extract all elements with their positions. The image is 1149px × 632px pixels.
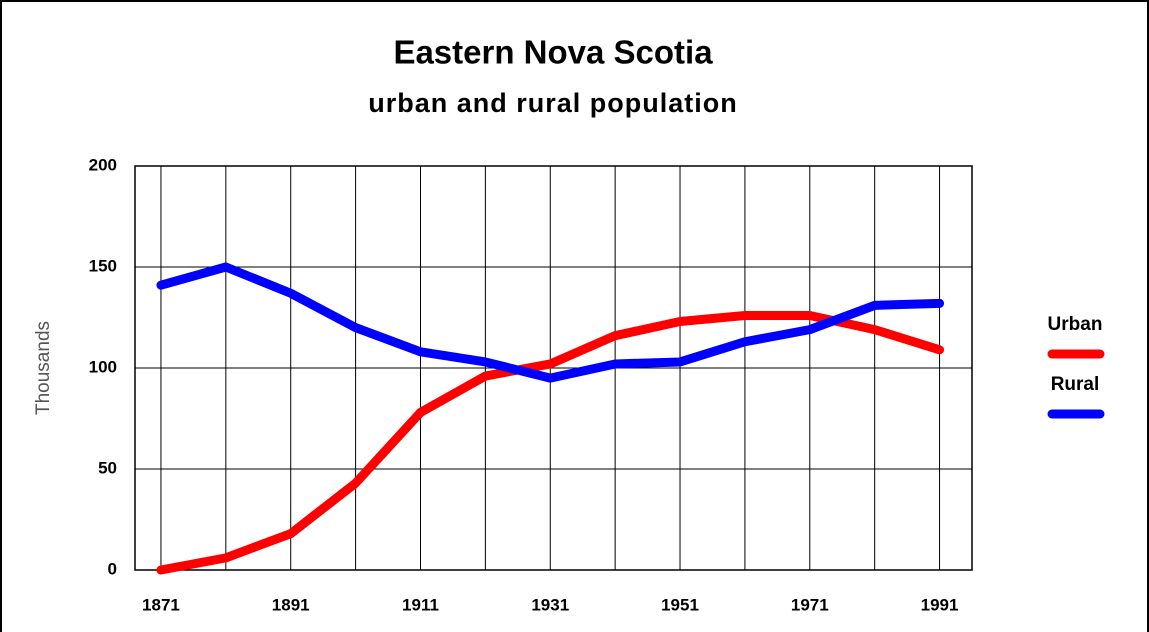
x-tick-label: 1911: [402, 595, 439, 614]
x-tick-label: 1871: [142, 595, 180, 614]
x-tick-label: 1991: [921, 595, 959, 614]
legend-label: Rural: [1051, 374, 1100, 395]
chart-subtitle: urban and rural population: [368, 88, 738, 118]
y-tick-label: 50: [98, 458, 117, 477]
data-line: [156, 262, 945, 383]
y-tick-label: 150: [89, 256, 117, 275]
y-tick-label: 100: [89, 357, 117, 376]
data-line: [156, 310, 945, 575]
y-tick-label: 0: [108, 559, 117, 578]
y-axis-label: Thousands: [33, 321, 54, 415]
y-tick-label: 200: [89, 155, 117, 174]
chart-title: Eastern Nova Scotia: [393, 34, 713, 71]
plot-border: [134, 165, 973, 571]
legend-label: Urban: [1048, 314, 1103, 335]
x-tick-label: 1891: [272, 595, 310, 614]
x-tick-label: 1931: [531, 595, 569, 614]
x-tick-label: 1971: [791, 595, 829, 614]
x-tick-label: 1951: [661, 595, 699, 614]
